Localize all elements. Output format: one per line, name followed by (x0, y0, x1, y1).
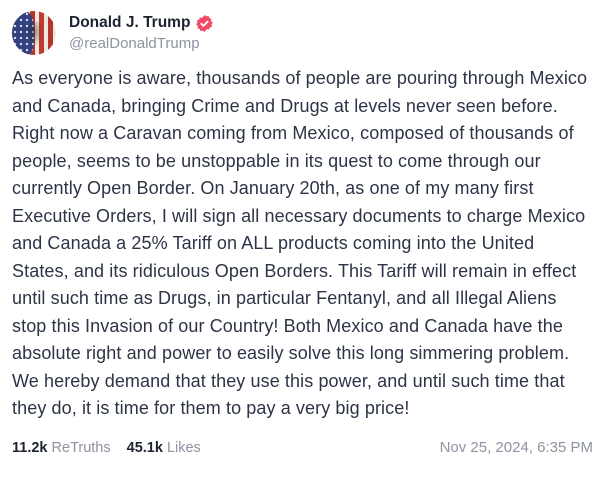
retruths-stat[interactable]: 11.2k ReTruths (12, 440, 111, 456)
verified-badge-icon (196, 14, 214, 32)
post-body-text: As everyone is aware, thousands of peopl… (12, 68, 588, 418)
post-footer: 11.2k ReTruths 45.1k Likes Nov 25, 2024,… (12, 439, 593, 456)
retruths-count: 11.2k (12, 439, 48, 456)
post-card: Donald J. Trump @realDonaldTrump As ever… (12, 11, 593, 456)
likes-label: Likes (166, 439, 201, 456)
post-stats: 11.2k ReTruths 45.1k Likes (12, 440, 201, 456)
retruths-label: ReTruths (51, 439, 111, 456)
author-name-row: Donald J. Trump (69, 14, 214, 32)
likes-count: 45.1k (126, 439, 163, 456)
post-header: Donald J. Trump @realDonaldTrump (12, 11, 593, 55)
author-handle[interactable]: @realDonaldTrump (69, 35, 200, 52)
post-timestamp[interactable]: Nov 25, 2024, 6:35 PM (439, 438, 593, 456)
author-display-name[interactable]: Donald J. Trump (69, 14, 191, 31)
avatar[interactable] (12, 11, 56, 55)
likes-stat[interactable]: 45.1k Likes (127, 440, 201, 456)
author-identity: Donald J. Trump @realDonaldTrump (69, 14, 214, 52)
